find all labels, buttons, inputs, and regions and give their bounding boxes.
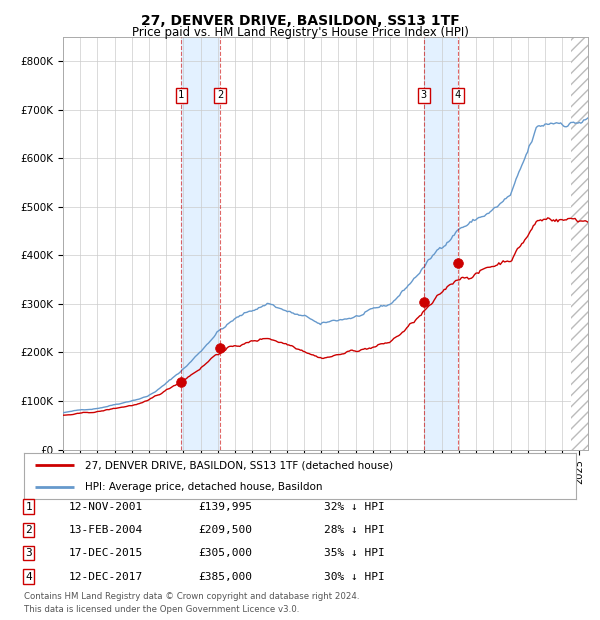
Text: 12-NOV-2001: 12-NOV-2001 (69, 502, 143, 512)
Text: 27, DENVER DRIVE, BASILDON, SS13 1TF: 27, DENVER DRIVE, BASILDON, SS13 1TF (140, 14, 460, 28)
Text: HPI: Average price, detached house, Basildon: HPI: Average price, detached house, Basi… (85, 482, 322, 492)
Text: 13-FEB-2004: 13-FEB-2004 (69, 525, 143, 535)
Text: 30% ↓ HPI: 30% ↓ HPI (324, 572, 385, 582)
Text: 4: 4 (25, 572, 32, 582)
Text: 2: 2 (25, 525, 32, 535)
Text: 35% ↓ HPI: 35% ↓ HPI (324, 548, 385, 558)
Text: 3: 3 (25, 548, 32, 558)
Text: 27, DENVER DRIVE, BASILDON, SS13 1TF (detached house): 27, DENVER DRIVE, BASILDON, SS13 1TF (de… (85, 460, 393, 470)
Text: 2: 2 (217, 91, 223, 100)
Text: Contains HM Land Registry data © Crown copyright and database right 2024.: Contains HM Land Registry data © Crown c… (24, 592, 359, 601)
Text: Price paid vs. HM Land Registry's House Price Index (HPI): Price paid vs. HM Land Registry's House … (131, 26, 469, 39)
Text: 12-DEC-2017: 12-DEC-2017 (69, 572, 143, 582)
Text: £305,000: £305,000 (198, 548, 252, 558)
Text: 3: 3 (421, 91, 427, 100)
Text: £139,995: £139,995 (198, 502, 252, 512)
Text: This data is licensed under the Open Government Licence v3.0.: This data is licensed under the Open Gov… (24, 604, 299, 614)
Bar (424, 37, 458, 450)
Bar (181, 37, 220, 450)
Text: £385,000: £385,000 (198, 572, 252, 582)
Text: 4: 4 (455, 91, 461, 100)
Text: 17-DEC-2015: 17-DEC-2015 (69, 548, 143, 558)
Text: 28% ↓ HPI: 28% ↓ HPI (324, 525, 385, 535)
Text: 32% ↓ HPI: 32% ↓ HPI (324, 502, 385, 512)
Text: £209,500: £209,500 (198, 525, 252, 535)
Text: 1: 1 (25, 502, 32, 512)
Text: 1: 1 (178, 91, 184, 100)
